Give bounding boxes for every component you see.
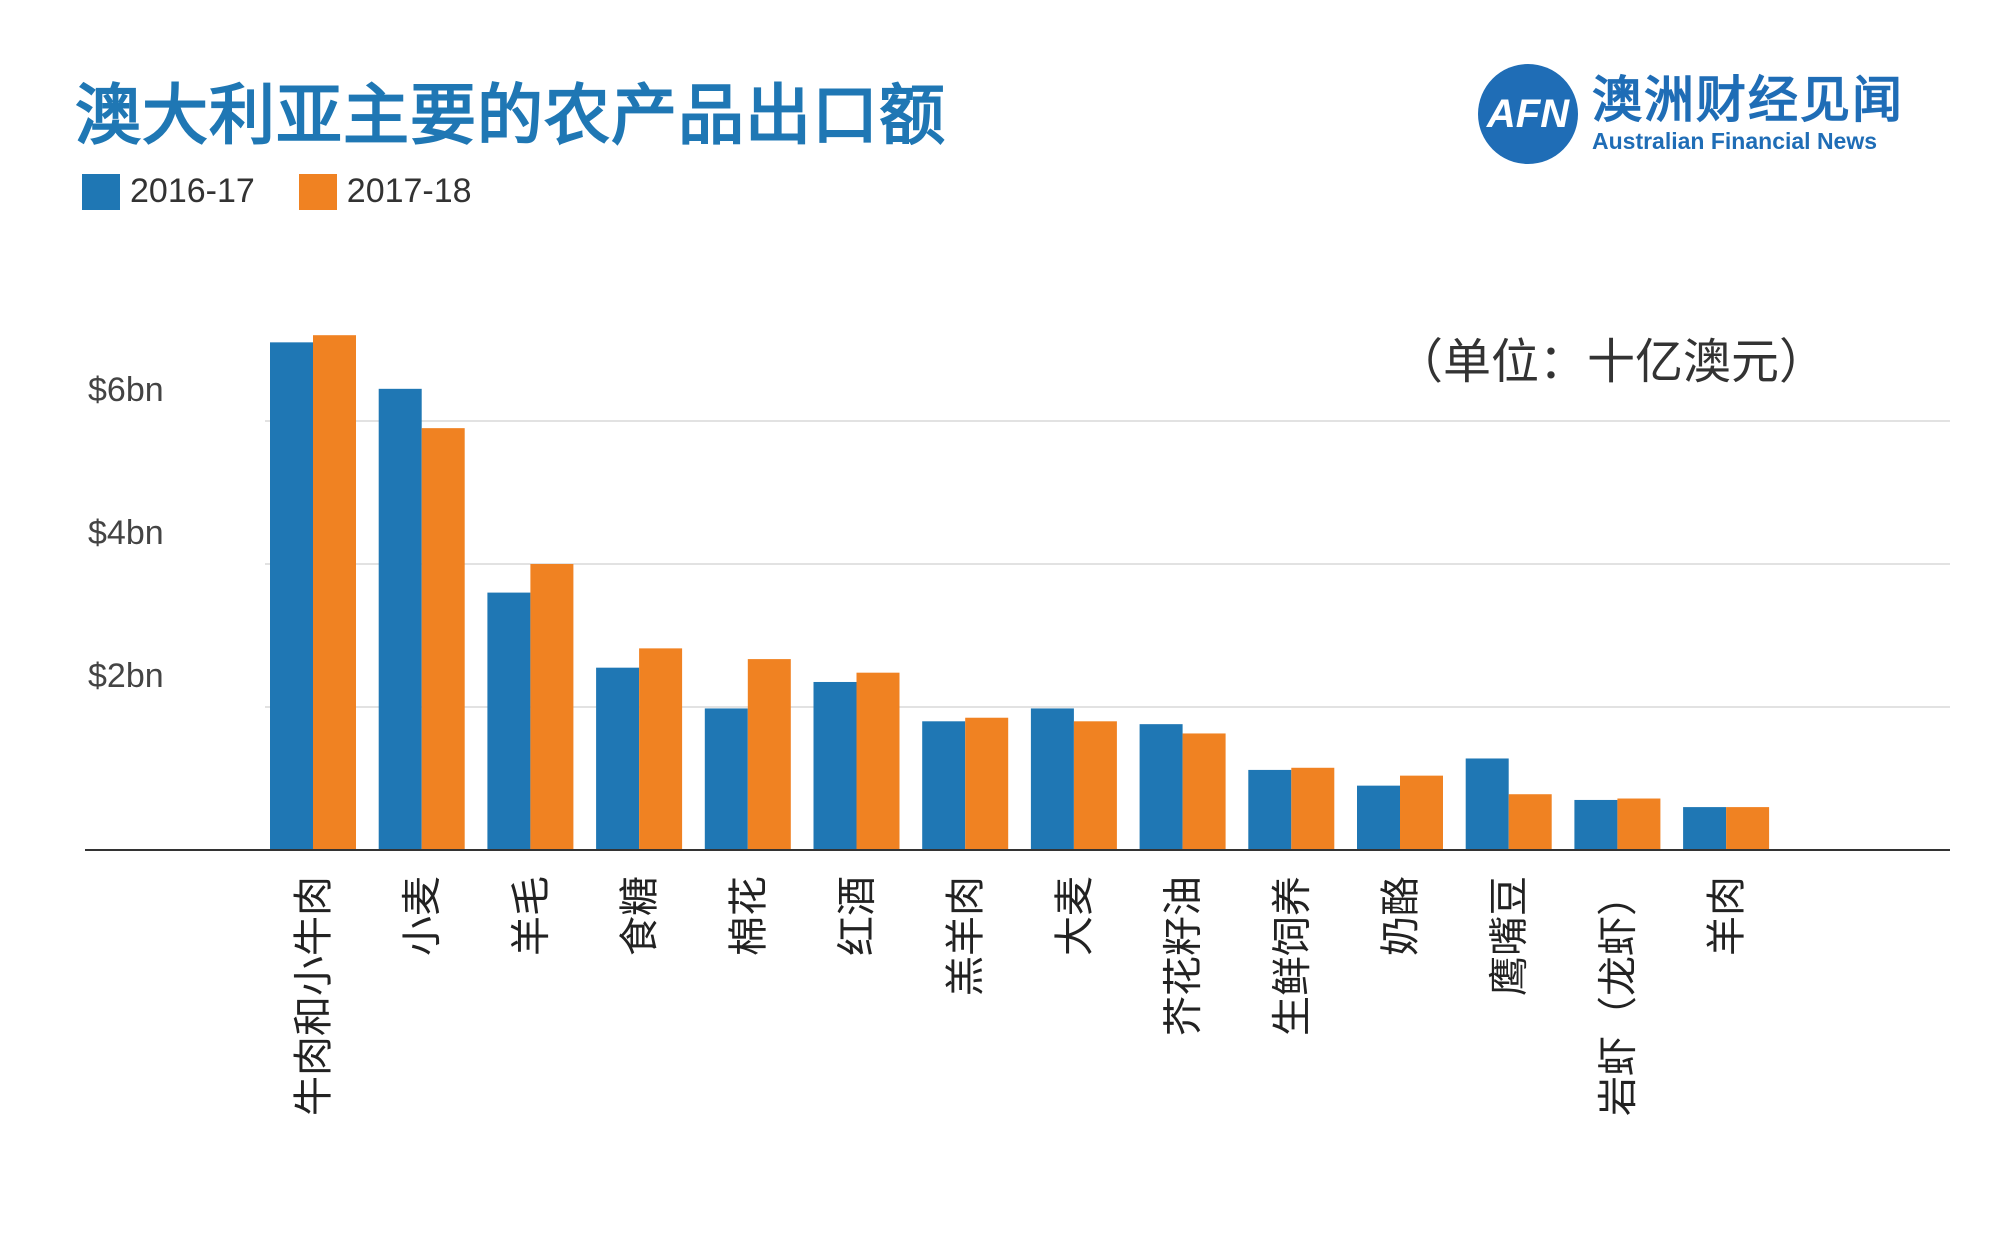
bar-2017-18-1 bbox=[421, 428, 465, 850]
x-category-label-12: 岩虾（龙虾） bbox=[1595, 876, 1641, 1116]
logo-name-cn: 澳洲财经见闻 bbox=[1592, 71, 1904, 129]
afn-logo-mark: AFN bbox=[1478, 64, 1578, 164]
legend-label-series-2: 2017-18 bbox=[346, 172, 472, 210]
bar-2017-18-0 bbox=[313, 335, 356, 850]
bar-2016-17-3 bbox=[596, 667, 640, 850]
x-category-label-6: 羔羊肉 bbox=[943, 876, 989, 996]
bar-2017-18-12 bbox=[1617, 798, 1661, 850]
y-tick-label-1: $4bn bbox=[88, 514, 164, 552]
bar-2017-18-9 bbox=[1291, 767, 1335, 850]
bar-2016-17-1 bbox=[378, 388, 422, 850]
bar-2016-17-8 bbox=[1139, 724, 1183, 850]
legend-swatch-series-2 bbox=[298, 173, 337, 210]
bar-2017-18-10 bbox=[1400, 775, 1443, 850]
x-category-label-11: 鹰嘴豆 bbox=[1487, 876, 1533, 996]
bar-2017-18-3 bbox=[639, 648, 683, 850]
bar-2016-17-9 bbox=[1248, 769, 1292, 850]
bar-2016-17-5 bbox=[813, 681, 857, 850]
x-category-label-3: 食糖 bbox=[617, 876, 663, 956]
bar-2017-18-5 bbox=[856, 672, 900, 850]
bar-2017-18-2 bbox=[530, 564, 574, 850]
unit-note: （单位：十亿澳元） bbox=[1395, 334, 1828, 390]
y-tick-label-0: $2bn bbox=[88, 657, 164, 695]
x-category-label-5: 红酒 bbox=[835, 876, 881, 956]
bar-2016-17-13 bbox=[1683, 807, 1727, 850]
bar-2016-17-0 bbox=[270, 342, 313, 850]
x-category-label-4: 棉花 bbox=[726, 876, 772, 956]
x-category-label-1: 小麦 bbox=[400, 876, 446, 956]
x-category-label-7: 大麦 bbox=[1052, 876, 1098, 956]
logo-name-en: Australian Financial News bbox=[1592, 128, 1878, 154]
legend-swatch-series-1 bbox=[82, 173, 120, 210]
bar-2016-17-4 bbox=[704, 708, 748, 850]
x-category-label-10: 奶酪 bbox=[1378, 876, 1424, 956]
x-category-label-0: 牛肉和小牛肉 bbox=[291, 876, 337, 1116]
bar-2017-18-13 bbox=[1726, 807, 1770, 850]
bar-2016-17-12 bbox=[1574, 799, 1618, 850]
bar-2017-18-6 bbox=[965, 717, 1009, 850]
bar-2016-17-2 bbox=[487, 592, 531, 850]
x-category-label-8: 芥花籽油 bbox=[1161, 876, 1207, 1036]
bar-2016-17-11 bbox=[1465, 758, 1509, 850]
legend-label-series-1: 2016-17 bbox=[130, 172, 255, 210]
legend-item-series-2: 2017-18 bbox=[298, 172, 472, 211]
afn-logo-text: 澳洲财经见闻 Australian Financial News bbox=[1592, 73, 1904, 155]
y-tick-label-2: $6bn bbox=[88, 371, 164, 409]
bar-2017-18-8 bbox=[1182, 733, 1226, 850]
chart-title: 澳大利亚主要的农产品出口额 bbox=[75, 77, 946, 154]
bar-2017-18-11 bbox=[1508, 794, 1552, 850]
x-category-label-13: 羊肉 bbox=[1704, 876, 1750, 956]
bar-2016-17-6 bbox=[922, 721, 966, 850]
bar-2017-18-4 bbox=[747, 659, 791, 850]
afn-logo: AFN 澳洲财经见闻 Australian Financial News bbox=[1478, 64, 1904, 164]
legend: 2016-17 2017-18 bbox=[82, 172, 472, 211]
x-category-label-2: 羊毛 bbox=[508, 876, 554, 956]
x-category-label-9: 生鲜饲养 bbox=[1269, 876, 1315, 1036]
bar-2016-17-10 bbox=[1357, 785, 1400, 850]
legend-item-series-1: 2016-17 bbox=[82, 172, 255, 211]
bar-2016-17-7 bbox=[1030, 708, 1074, 850]
bar-2017-18-7 bbox=[1073, 721, 1117, 850]
